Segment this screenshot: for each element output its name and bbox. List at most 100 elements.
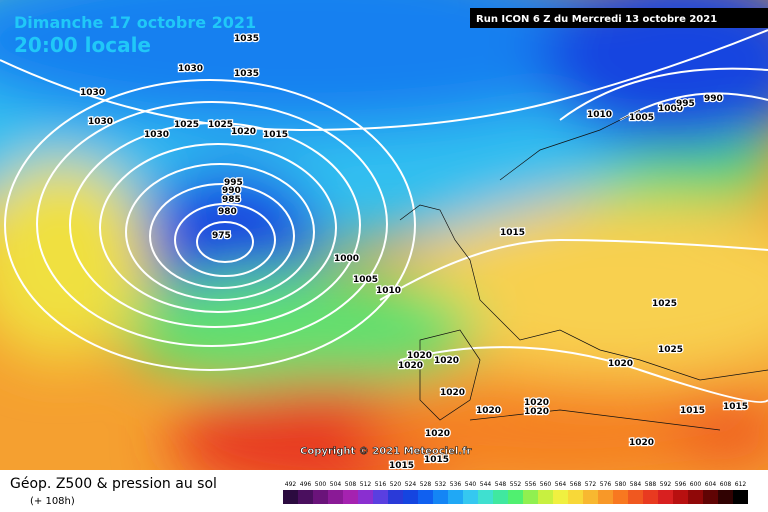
isobar-label: 1005 [629,113,654,123]
scale-label: 508 [345,481,357,488]
time: 20:00 locale [14,33,151,57]
isobar-label: 990 [222,186,241,196]
scale-label: 520 [390,481,402,488]
copyright: Copyright © 2021 Meteociel.fr [300,446,471,457]
isobar-label: 1015 [263,130,288,140]
scale-swatch [643,490,658,504]
scale-label: 556 [525,481,537,488]
scale-label: 524 [405,481,417,488]
isobar-label: 975 [212,231,231,241]
scale-label: 528 [420,481,432,488]
scale-swatch [403,490,418,504]
isobar-label: 1010 [376,286,401,296]
field [0,0,768,500]
isobar-label: 1010 [587,110,612,120]
isobar-label: 1035 [234,34,259,44]
scale-swatch [283,490,298,504]
scale-label: 608 [720,481,732,488]
run-box [470,8,768,28]
scale-label: 496 [300,481,312,488]
isobar-label: 1020 [524,398,549,408]
isobar-label: 1035 [234,69,259,79]
isobar-label: 985 [222,195,241,205]
scale-label: 552 [510,481,522,488]
scale-label: 540 [465,481,477,488]
scale-swatch [733,490,748,504]
scale-label: 612 [735,481,747,488]
scale-swatch [478,490,493,504]
scale-swatch [448,490,463,504]
isobar-label: 1020 [608,359,633,369]
isobar-label: 1015 [424,455,449,465]
isobar-label: 1030 [80,88,105,98]
scale-swatch [538,490,553,504]
scale-swatch [688,490,703,504]
scale-swatch [388,490,403,504]
isobar-label: 1020 [524,407,549,417]
scale-label: 592 [660,481,672,488]
scale-label: 532 [435,481,447,488]
scale-swatch [418,490,433,504]
isobar-label: 1025 [208,120,233,130]
isobar-label: 1020 [476,406,501,416]
isobar-label: 1015 [500,228,525,238]
scale-swatch [628,490,643,504]
isobar-label: 1020 [440,388,465,398]
scale-label: 544 [480,481,492,488]
scale-swatch [613,490,628,504]
scale-swatch [373,490,388,504]
scale-swatch [658,490,673,504]
scale-label: 512 [360,481,372,488]
scale-label: 596 [675,481,687,488]
isobar-label: 1015 [389,461,414,471]
scale-label: 560 [540,481,552,488]
date: Dimanche 17 octobre 2021 [14,13,256,32]
scale-label: 572 [585,481,597,488]
isobar-label: 1025 [652,299,677,309]
isobar-label: 1005 [353,275,378,285]
color-scale: 492 496 500 504 508 512 516 520 524 528 532 536 540 5… [283,481,748,504]
scale-label: 600 [690,481,702,488]
scale-swatch [433,490,448,504]
isobar-label: 980 [218,207,237,217]
scale-label: 492 [285,481,297,488]
scale-swatch [313,490,328,504]
scale-swatch [718,490,733,504]
isobar-label: 1020 [434,356,459,366]
isobar-label: 1030 [178,64,203,74]
isobar-label: 1015 [680,406,705,416]
isobar-label: 1020 [425,429,450,439]
scale-label: 500 [315,481,327,488]
scale-label: 584 [630,481,642,488]
scale-label: 548 [495,481,507,488]
footer-title: Géop. Z500 & pression au sol [10,476,217,492]
footer-lead: (+ 108h) [30,496,75,507]
scale-swatch [298,490,313,504]
isobar-label: 1025 [658,345,683,355]
isobar-label: 1020 [231,127,256,137]
scale-swatch [358,490,373,504]
scale-swatch [463,490,478,504]
isobar-label: 990 [704,94,723,104]
isobar-label: 1030 [88,117,113,127]
isobar-label: 1030 [144,130,169,140]
isobar-label: 1020 [407,351,432,361]
scale-label: 516 [375,481,387,488]
scale-swatch [568,490,583,504]
scale-label: 588 [645,481,657,488]
scale-swatch [703,490,718,504]
scale-swatch [508,490,523,504]
scale-swatch [598,490,613,504]
scale-label: 604 [705,481,717,488]
scale-swatch [673,490,688,504]
scale-swatch [553,490,568,504]
isobar-label: 1020 [398,361,423,371]
scale-label: 504 [330,481,342,488]
scale-swatch [343,490,358,504]
scale-label: 576 [600,481,612,488]
scale-label: 580 [615,481,627,488]
scale-label: 568 [570,481,582,488]
scale-swatch [493,490,508,504]
isobar-label: 995 [676,99,695,109]
